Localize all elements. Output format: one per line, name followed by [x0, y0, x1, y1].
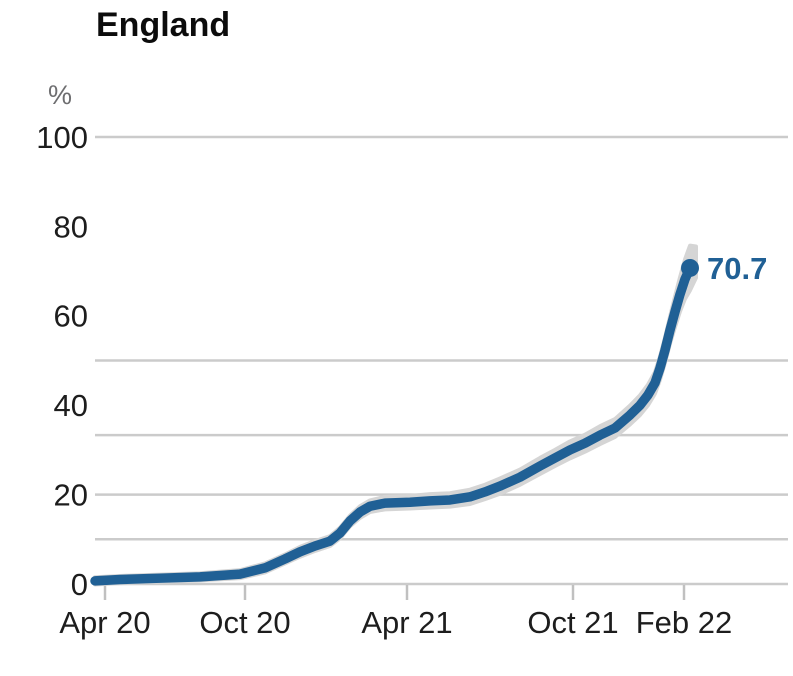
y-axis-tick-label: 60 [54, 299, 88, 334]
y-axis-tick-label: 100 [36, 120, 88, 155]
y-axis-unit-label: % [47, 80, 72, 110]
x-axis-tick-label: Oct 20 [199, 605, 290, 640]
y-axis-tick-label: 80 [54, 209, 88, 244]
y-axis-tick-label: 40 [54, 388, 88, 423]
chart-title: England [96, 6, 231, 44]
series-line [90, 263, 695, 586]
x-axis-tick-label: Apr 20 [59, 605, 150, 640]
confidence-band [93, 243, 698, 587]
x-axis-tick-label: Feb 22 [636, 605, 733, 640]
end-value-label: 70.7 [707, 251, 767, 286]
y-axis-tick-label: 0 [71, 567, 88, 602]
y-axis-tick-label: 20 [54, 477, 88, 512]
end-point-dot [681, 258, 699, 277]
x-axis-tick-label: Oct 21 [527, 605, 618, 640]
x-axis-tick-label: Apr 21 [361, 605, 452, 640]
